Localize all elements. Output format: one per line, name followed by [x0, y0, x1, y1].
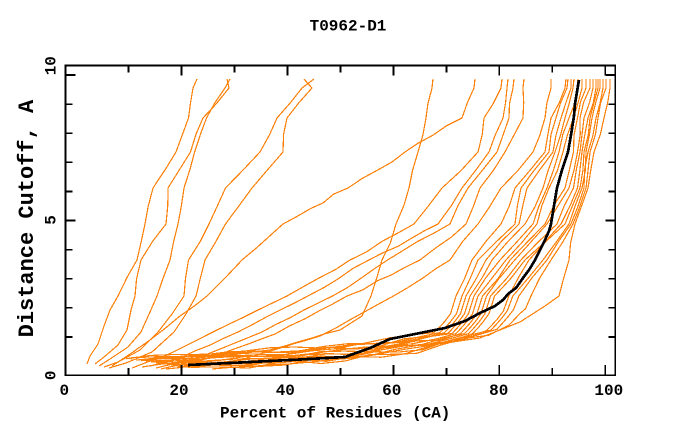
- svg-text:80: 80: [489, 382, 508, 400]
- svg-text:Distance Cutoff, A: Distance Cutoff, A: [15, 99, 40, 337]
- svg-text:0: 0: [59, 382, 69, 400]
- svg-text:0: 0: [43, 370, 61, 380]
- svg-text:T0962-D1: T0962-D1: [310, 18, 387, 36]
- svg-text:5: 5: [43, 215, 61, 225]
- svg-text:Percent of Residues (CA): Percent of Residues (CA): [220, 405, 450, 423]
- svg-text:60: 60: [382, 382, 401, 400]
- svg-text:40: 40: [276, 382, 295, 400]
- svg-text:100: 100: [594, 382, 623, 400]
- svg-text:20: 20: [169, 382, 188, 400]
- svg-text:10: 10: [43, 56, 61, 75]
